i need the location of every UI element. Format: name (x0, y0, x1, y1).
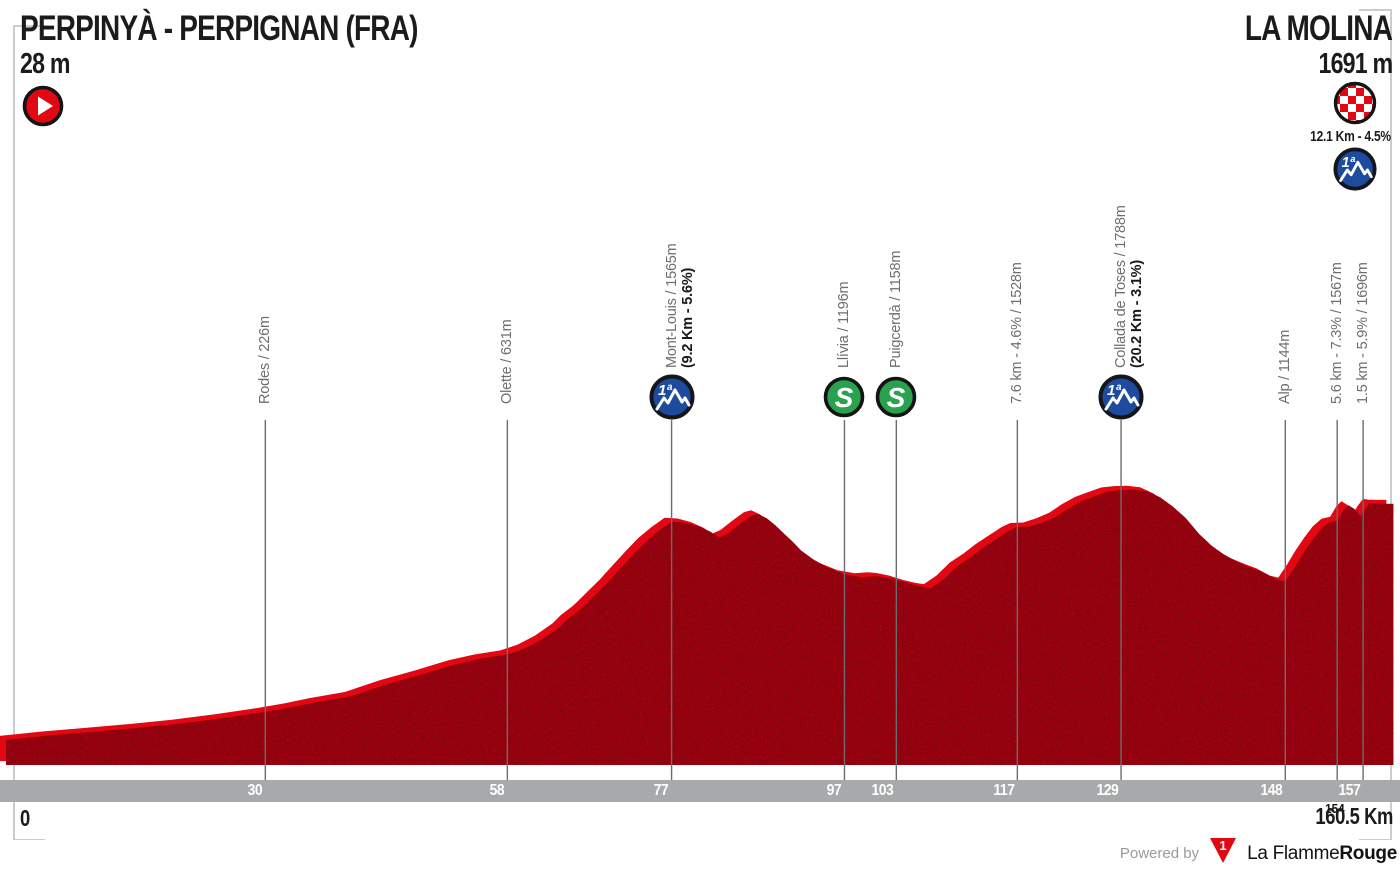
axis-tick: 148 (1260, 782, 1282, 800)
axis-tick: 157 (1338, 782, 1360, 800)
distance-axis-band: 30 58 77 97 103 117 129 148 157 (0, 780, 1400, 802)
brand-logo-icon: 1 (1208, 837, 1238, 870)
axis-tick: 117 (993, 782, 1014, 800)
axis-tick: 30 (248, 782, 263, 800)
axis-tick: 77 (654, 782, 669, 800)
powered-by-text: Powered by (1120, 845, 1199, 862)
svg-text:S: S (835, 382, 854, 413)
axis-tick: 103 (871, 782, 893, 800)
axis-tick: 129 (1096, 782, 1118, 800)
marker-label: Collada de Toses / 1788m(20.2 Km - 3.1%) (1113, 205, 1145, 368)
marker-label: Mont-Louis / 1565m(9.2 Km - 5.6%) (664, 243, 696, 368)
axis-tick: 97 (827, 782, 842, 800)
marker-label: Olette / 631m (499, 320, 515, 404)
category-1-climb-icon: 1ª (648, 373, 696, 426)
profile-area (6, 490, 1393, 765)
marker-label: 1.5 km - 5.9% / 1696m (1355, 262, 1371, 404)
marker-label: Alp / 1144m (1277, 330, 1293, 404)
sprint-icon: S (874, 375, 918, 424)
svg-text:S: S (887, 382, 906, 413)
marker-label: Puigcerdà / 1158m (888, 251, 904, 368)
stage-profile-page: PERPINYÀ - PERPIGNAN (FRA) 28 m LA MOLIN… (0, 0, 1400, 870)
marker-label: Llívia / 1196m (836, 282, 852, 368)
brand-name: La FlammeRouge (1247, 843, 1397, 865)
marker-label: Rodes / 226m (257, 316, 273, 404)
sprint-icon: S (822, 375, 866, 424)
category-1-climb-icon: 1ª (1097, 373, 1145, 426)
elevation-profile-chart (0, 0, 1400, 870)
axis-tick: 58 (490, 782, 505, 800)
axis-end-label: 160.5 Km (1296, 803, 1393, 830)
marker-label: 7.6 km - 4.6% / 1528m (1009, 262, 1025, 404)
powered-by-brand[interactable]: Powered by 1 La FlammeRouge (1120, 837, 1397, 870)
marker-label: 5.6 km - 7.3% / 1567m (1329, 262, 1345, 404)
svg-text:1: 1 (1219, 838, 1226, 853)
axis-start-label: 0 (20, 805, 33, 832)
